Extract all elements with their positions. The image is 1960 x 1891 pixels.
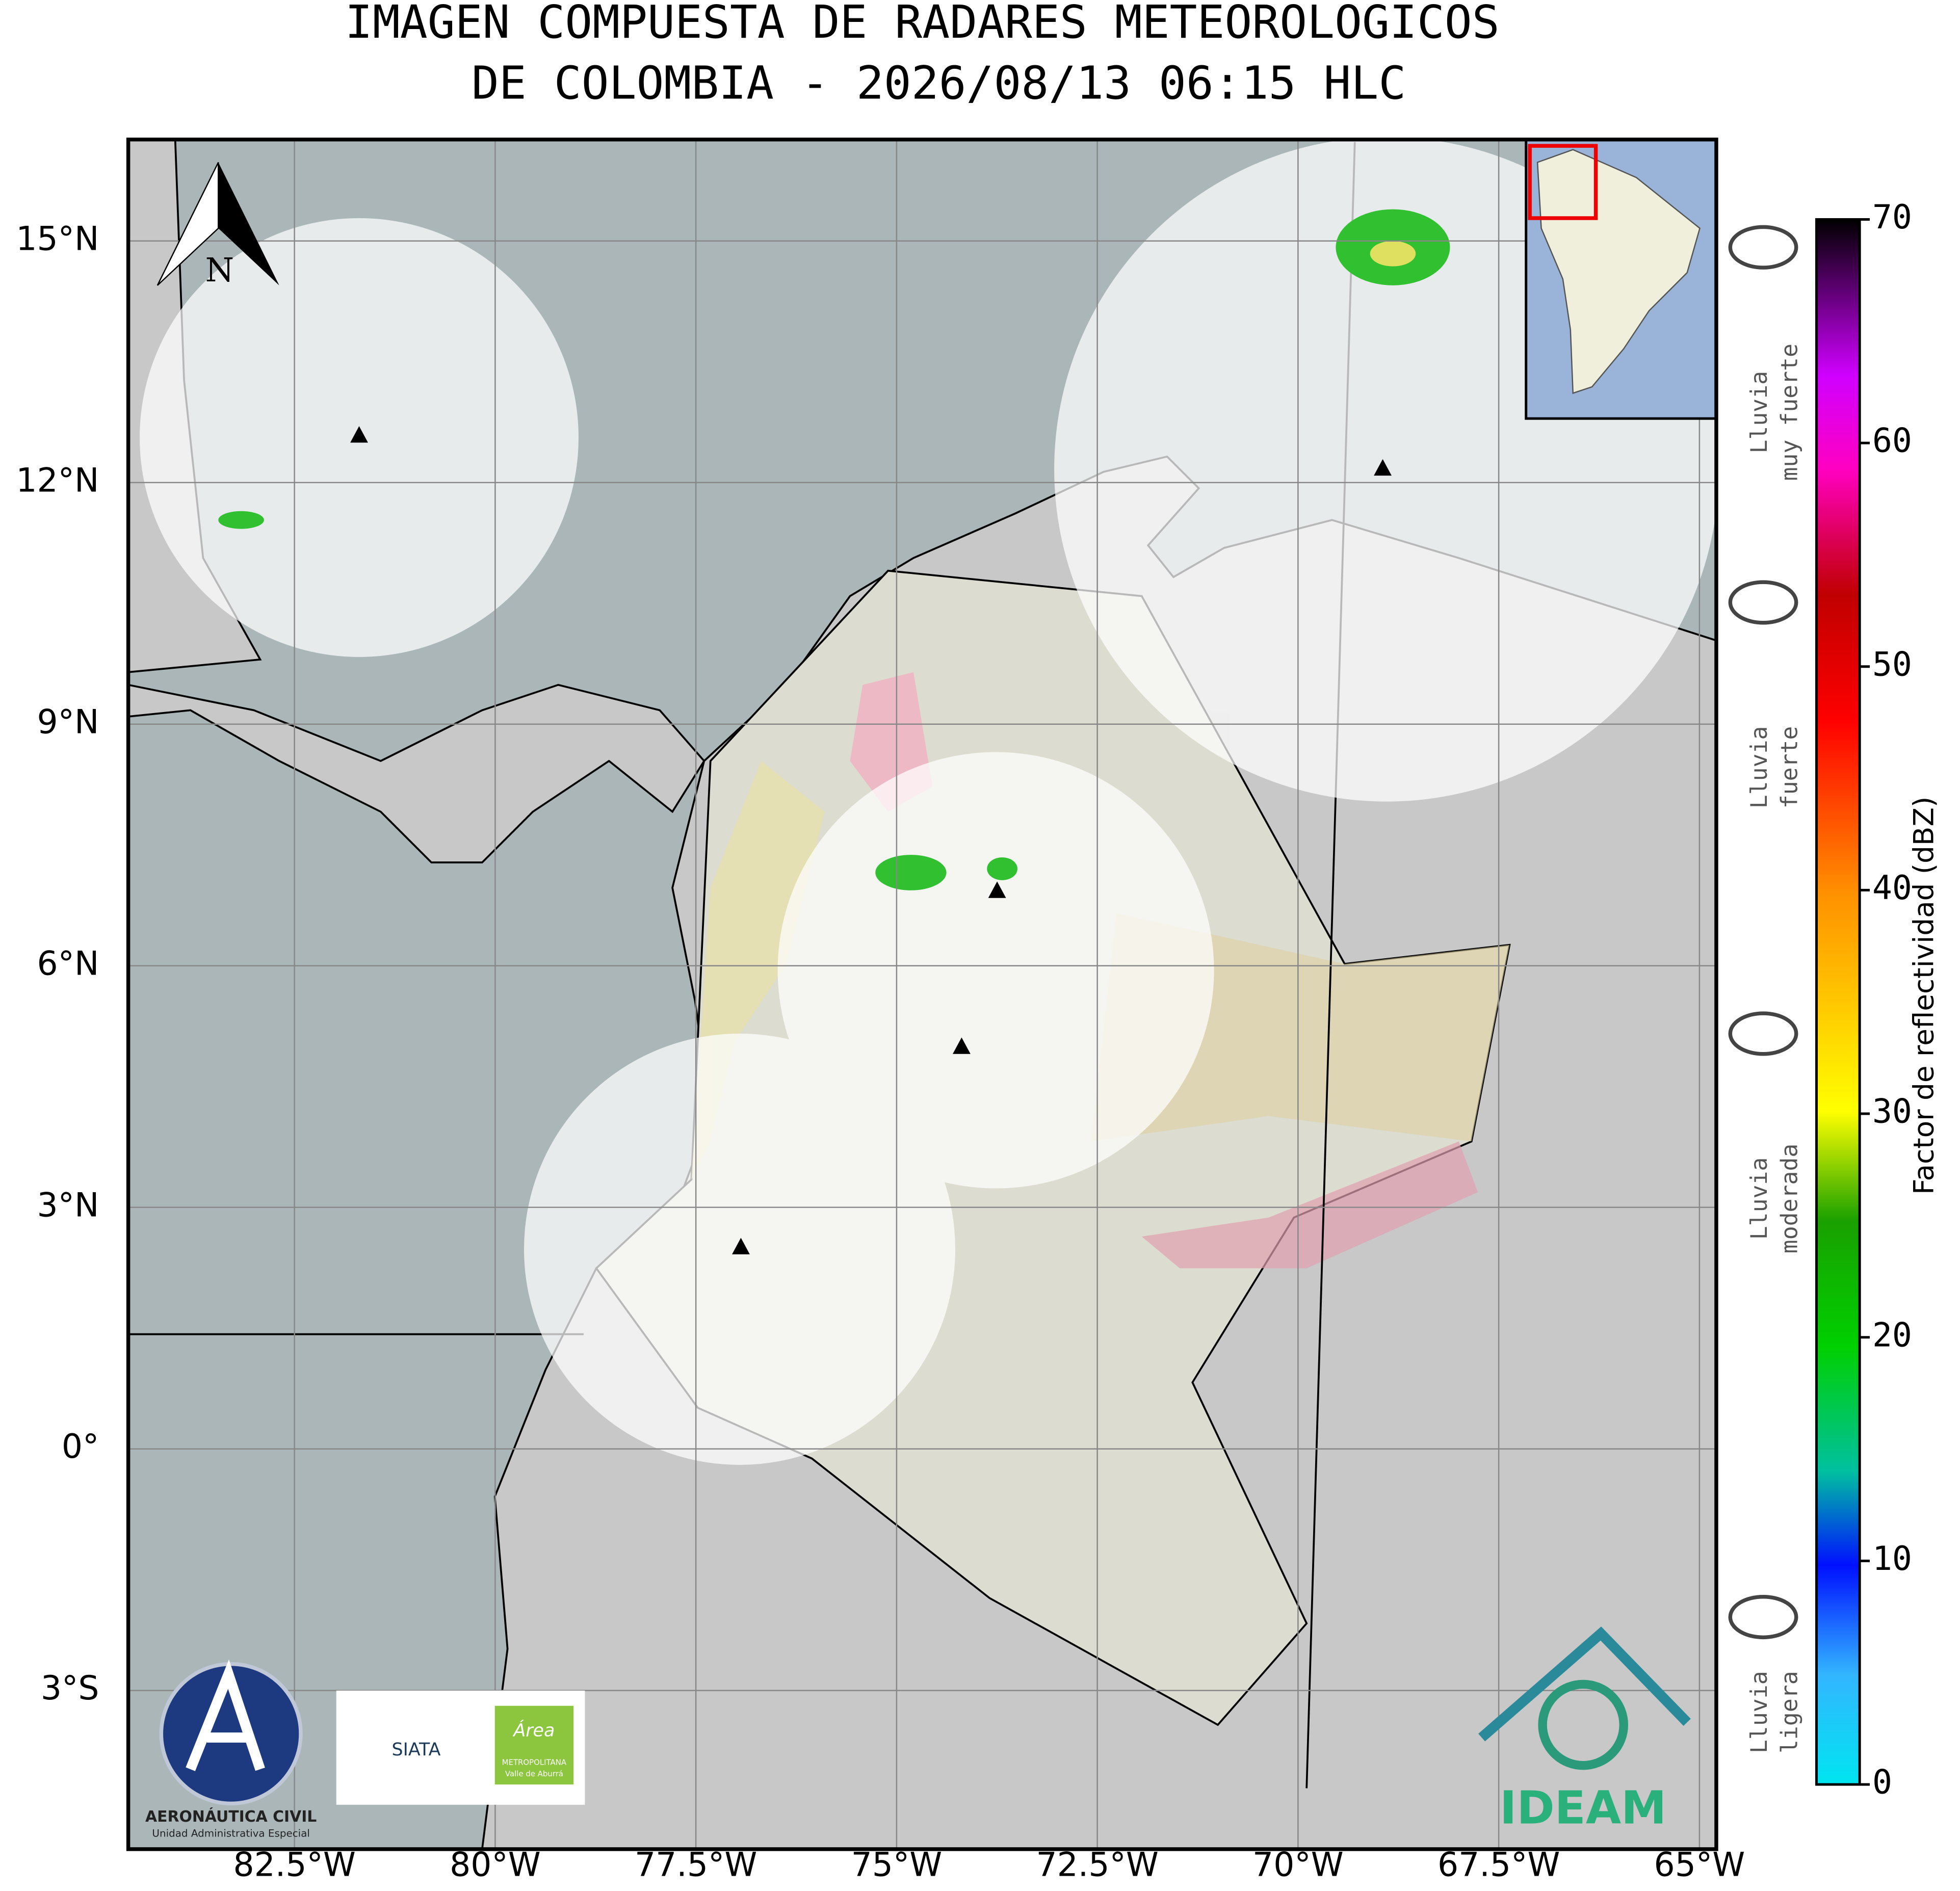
colorbar-tick-label: 40	[1872, 869, 1912, 907]
y-tick-label: 6°N	[37, 944, 99, 983]
rain-label: Lluvia	[1745, 1671, 1772, 1753]
rain-icon	[1728, 1011, 1798, 1056]
y-tick-label: 12°N	[16, 461, 99, 500]
inset-extent	[1528, 144, 1598, 220]
rain-label: muy fuerte	[1776, 344, 1803, 481]
colorbar-tick-label: 10	[1872, 1540, 1912, 1578]
logo-text: IDEAM	[1500, 1782, 1666, 1835]
y-tick-label: 15°N	[16, 220, 99, 258]
logo-a	[186, 1659, 265, 1771]
logo-text: METROPOLITANA	[502, 1758, 567, 1767]
rain-label: Lluvia	[1745, 1158, 1772, 1240]
rain-icon	[1728, 580, 1798, 625]
echoes	[218, 209, 1450, 890]
rain-category: Lluvia fuerte	[1728, 580, 1803, 809]
logo-text: SIATA	[392, 1740, 441, 1760]
rain-category: Lluvia muy fuerte	[1728, 225, 1803, 481]
rain-icon	[1728, 1594, 1798, 1640]
colorbar-tick-label: 50	[1872, 645, 1912, 684]
rain-label: Lluvia	[1745, 371, 1772, 454]
logo-box	[494, 1705, 574, 1784]
x-tick-label: 77.5°W	[635, 1846, 757, 1884]
logo-roof	[1478, 1626, 1691, 1742]
colorbar-tick-label: 70	[1872, 198, 1912, 237]
rain-category: Lluvia ligera	[1728, 1594, 1803, 1753]
echo	[987, 857, 1017, 880]
title-line: IMAGEN COMPUESTA DE RADARES METEOROLOGIC…	[345, 0, 1500, 49]
map: N AERONÁUTICA CIVIL Unidad Administrativ…	[128, 139, 1716, 1849]
radar-site	[1374, 459, 1392, 476]
logo-text: Valle de Aburrá	[505, 1769, 563, 1778]
rain-icon	[1728, 225, 1798, 270]
colorbar	[1815, 218, 1861, 1786]
rain-label: fuerte	[1776, 726, 1803, 809]
x-tick-label: 82.5°W	[233, 1846, 355, 1884]
title-line: DE COLOMBIA - 2026/08/13 06:15 HLC	[472, 57, 1406, 110]
axis-labels: 82.5°W 80°W 77.5°W 75°W 72.5°W 70°W 67.5°W 65°W…	[16, 220, 1745, 1884]
logo-siata: SIATA Área METROPOLITANA Valle de Aburrá	[336, 1690, 585, 1805]
y-tick-label: 3°N	[37, 1186, 99, 1224]
y-tick-label: 9°N	[37, 703, 99, 741]
inset-map	[1525, 139, 1716, 420]
echo	[875, 855, 947, 890]
land-panama	[128, 684, 705, 863]
logo-aerocivil: AERONÁUTICA CIVIL Unidad Administrativa …	[145, 1659, 317, 1840]
x-tick-label: 80°W	[450, 1846, 541, 1884]
x-tick-label: 67.5°W	[1438, 1846, 1560, 1884]
colorbar-tick-label: 20	[1872, 1316, 1912, 1354]
colorbar-tick-label: 60	[1872, 422, 1912, 460]
echo	[218, 511, 264, 529]
y-tick-label: 3°S	[41, 1669, 99, 1708]
colorbar-tick-label: 30	[1872, 1093, 1912, 1131]
graticule	[128, 139, 1716, 1849]
logo-text: Unidad Administrativa Especial	[152, 1828, 309, 1840]
x-tick-label: 70°W	[1252, 1846, 1344, 1884]
rain-label: ligera	[1776, 1671, 1803, 1753]
radar-site	[350, 426, 368, 443]
y-tick-label: 0°	[62, 1428, 99, 1466]
logo-ideam: IDEAM	[1478, 1626, 1691, 1835]
colorbar-label: Factor de reflectividad (dBZ)	[1907, 797, 1940, 1195]
radar-sites	[350, 426, 1392, 1254]
north-label: N	[205, 251, 234, 290]
logo-text: Área	[512, 1719, 555, 1741]
colorbar-ticks: 0 10 20 30 40 50 60 70	[1860, 198, 1912, 1802]
x-tick-label: 65°W	[1654, 1846, 1745, 1884]
region	[1141, 1141, 1478, 1269]
inset-land	[1536, 149, 1701, 395]
rain-label: Lluvia	[1745, 726, 1772, 809]
x-tick-label: 75°W	[851, 1846, 943, 1884]
logo-swirl	[1538, 1679, 1629, 1770]
echo	[1370, 241, 1416, 267]
radar-site	[732, 1238, 750, 1254]
radar-site	[953, 1037, 971, 1054]
rain-label: moderada	[1776, 1144, 1803, 1254]
map-frame	[126, 137, 1718, 1851]
x-tick-label: 72.5°W	[1036, 1846, 1158, 1884]
colorbar-tick-label: 0	[1872, 1764, 1892, 1802]
logo-text: AERONÁUTICA CIVIL	[145, 1807, 317, 1826]
radar-site	[988, 881, 1006, 898]
rain-category: Lluvia moderada	[1728, 1011, 1803, 1254]
